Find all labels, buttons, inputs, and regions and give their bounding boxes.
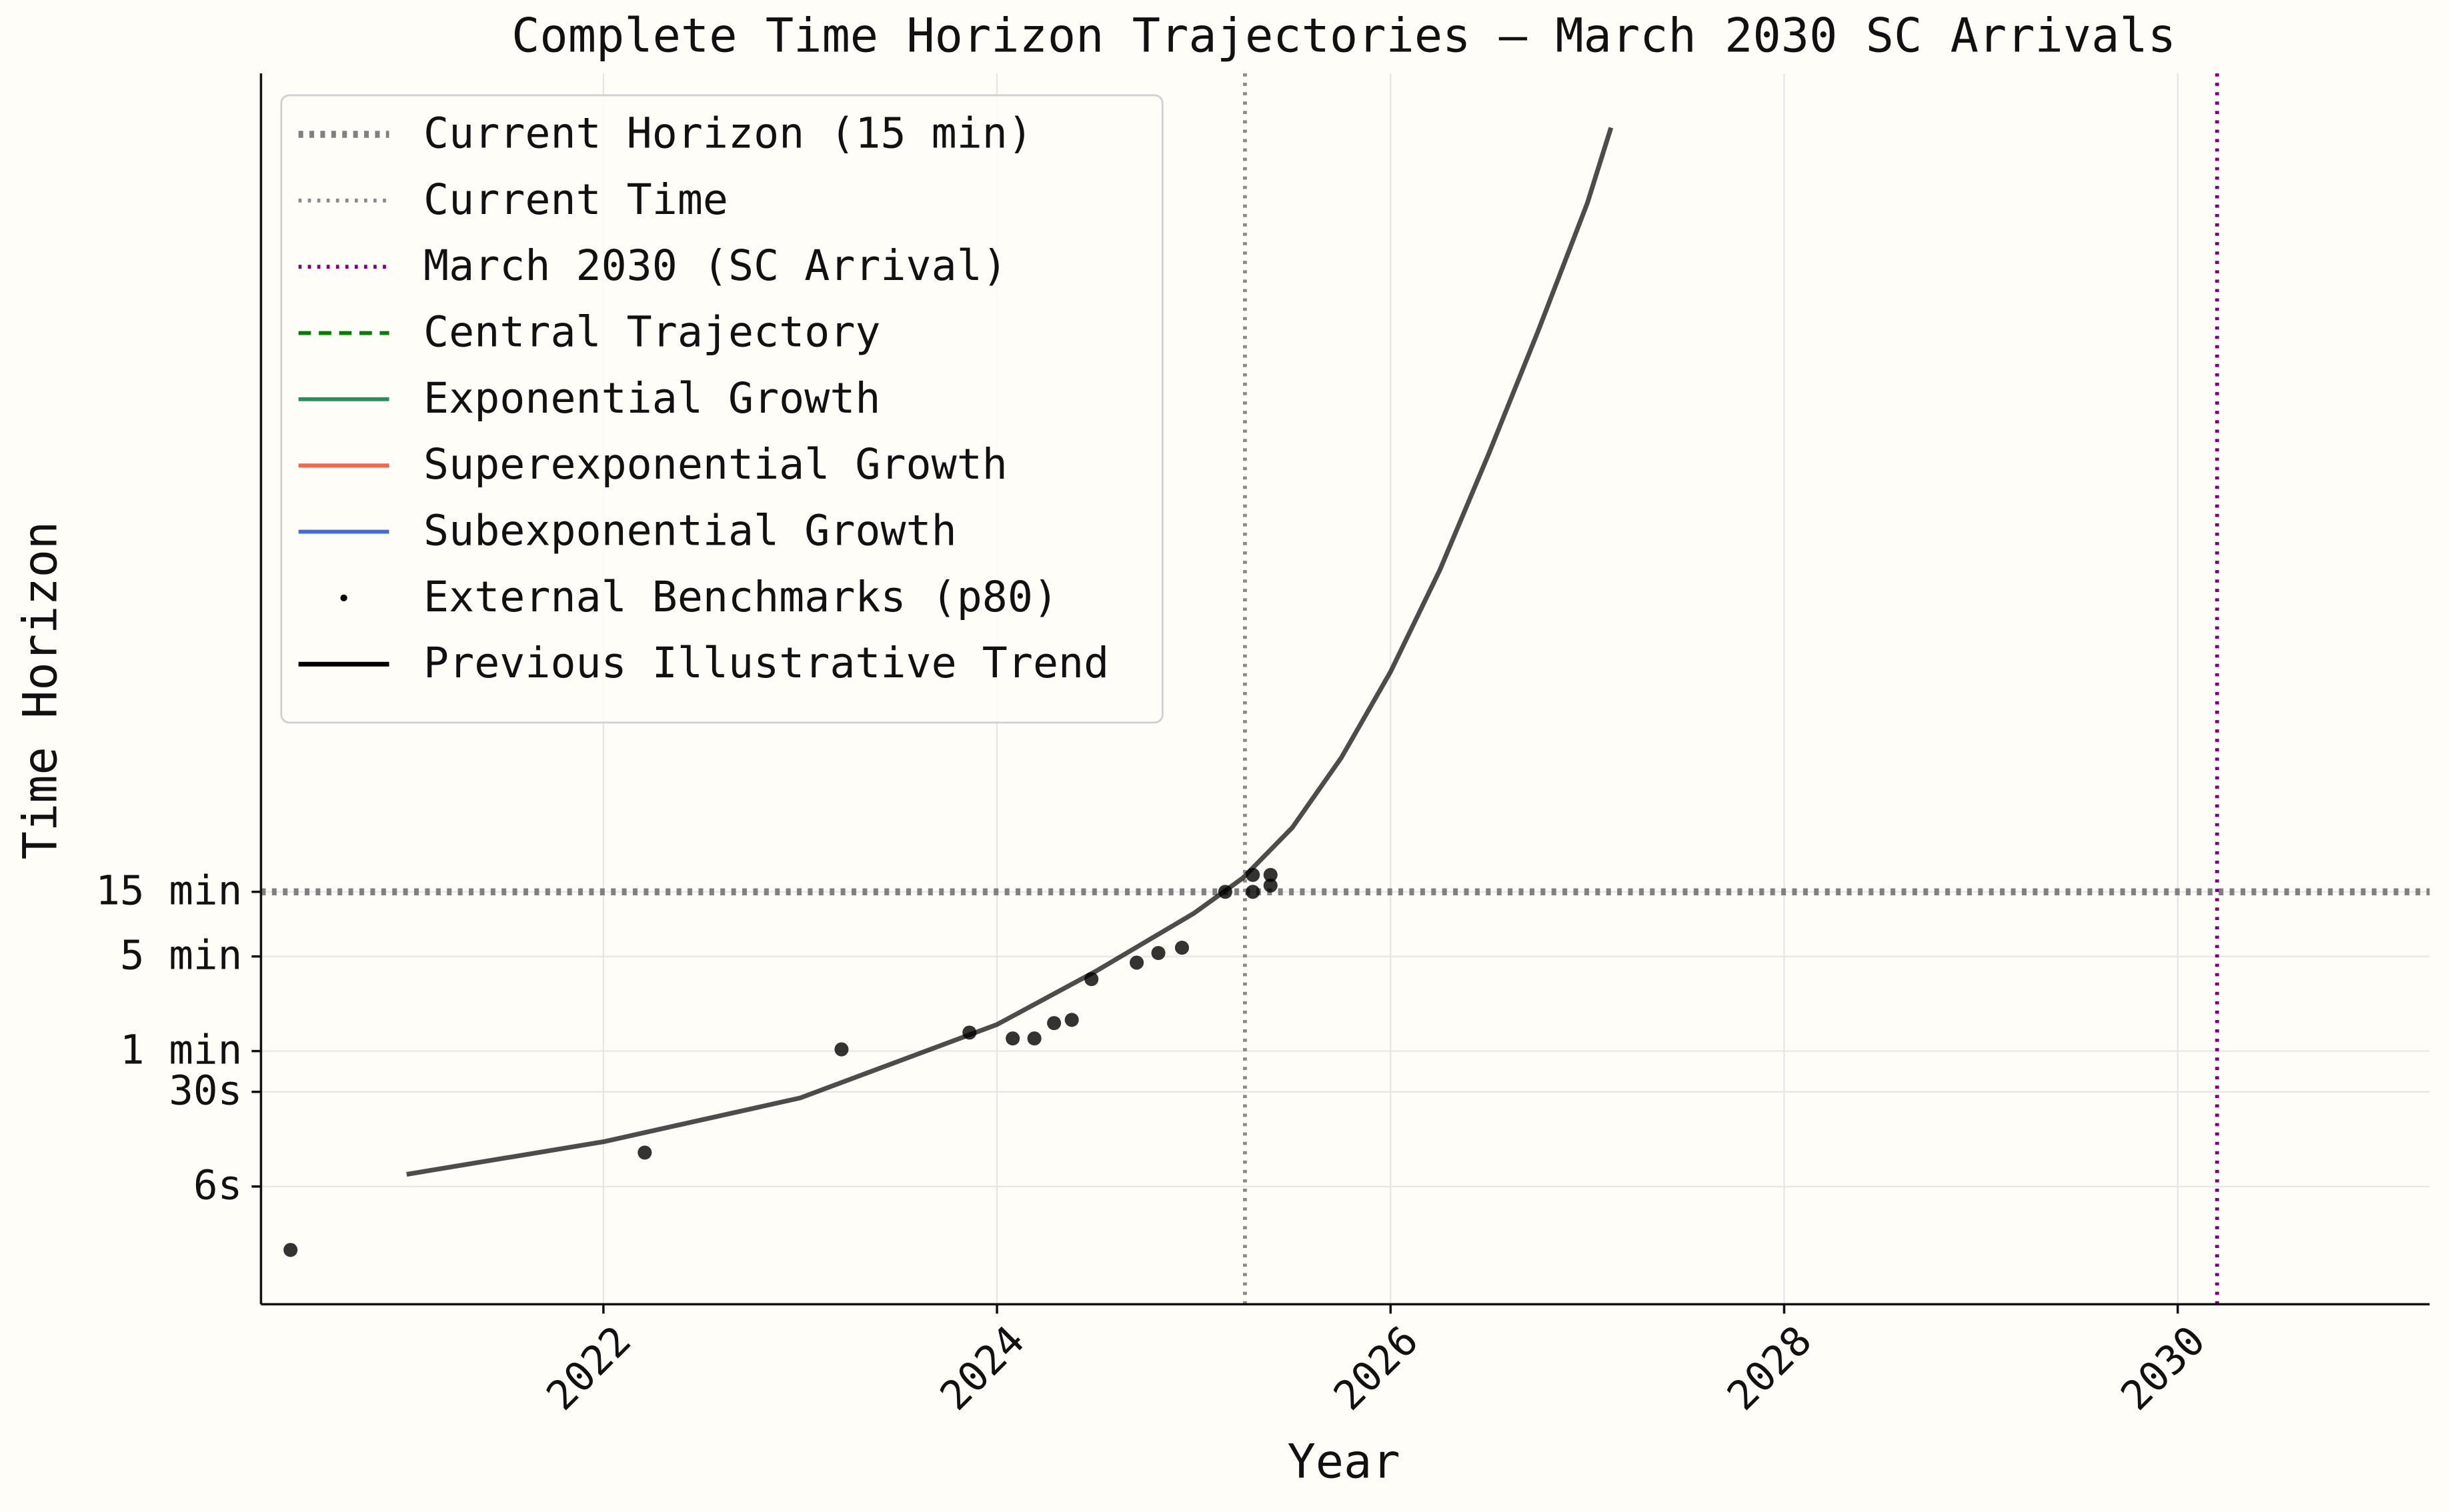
benchmark-point (1263, 867, 1278, 882)
chart-title: Complete Time Horizon Trajectories – Mar… (511, 9, 2176, 63)
legend-box (280, 94, 1164, 724)
legend-label: Central Trajectory (423, 307, 880, 356)
legend-swatch (340, 594, 347, 602)
y-tick-label: 15 min (95, 867, 242, 915)
y-tick-label: 30s (169, 1067, 242, 1115)
benchmark-point (1246, 885, 1260, 899)
benchmark-point (1064, 1013, 1079, 1027)
benchmark-point (1151, 945, 1166, 961)
benchmark-point (1047, 1016, 1062, 1031)
y-tick-label: 1 min (120, 1027, 242, 1074)
benchmark-point (1174, 941, 1190, 955)
legend-label: March 2030 (SC Arrival) (423, 241, 1008, 290)
reference-lines (261, 73, 2430, 1305)
trend-line (406, 127, 1614, 1177)
benchmark-point (1027, 1031, 1042, 1046)
y-tick-label: 6s (193, 1162, 242, 1209)
legend: Current Horizon (15 min) Current Time Marc… (280, 94, 1164, 724)
y-tick-label: 5 min (120, 932, 242, 979)
legend-label: Subexponential Growth (423, 505, 957, 555)
benchmark-point (1263, 878, 1278, 893)
legend-label: External Benchmarks (p80) (423, 572, 1058, 621)
legend-label: Previous Illustrative Trend (423, 638, 1109, 687)
legend-label: Current Time (423, 175, 728, 224)
legend-label: Superexponential Growth (423, 439, 1008, 489)
legend-label: Current Horizon (15 min) (423, 108, 1033, 157)
benchmark-point (1130, 955, 1144, 970)
data-marks (283, 127, 1614, 1257)
benchmark-point (834, 1042, 849, 1057)
y-axis-label: Time Horizon (13, 521, 68, 860)
legend-label: Exponential Growth (423, 373, 880, 423)
benchmark-point (1006, 1031, 1020, 1046)
benchmark-point (283, 1243, 298, 1257)
x-axis-label: Year (1287, 1435, 1400, 1489)
benchmark-point (638, 1145, 652, 1160)
